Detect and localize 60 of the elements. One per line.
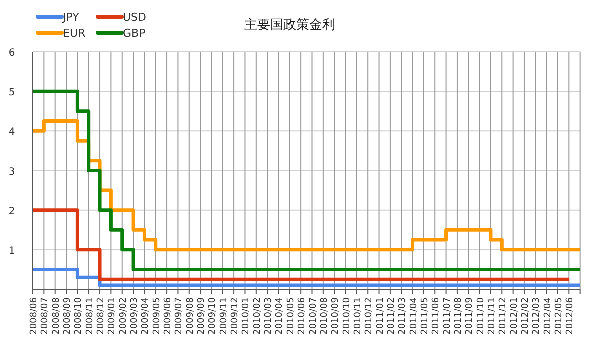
x-tick-label: 2011/07 — [442, 298, 453, 335]
legend-label: EUR — [63, 27, 86, 40]
x-tick-label: 2010/02 — [252, 298, 263, 335]
x-tick-label: 2008/12 — [96, 298, 107, 335]
x-tick-label: 2009/11 — [219, 298, 230, 335]
x-tick-label: 2008/11 — [85, 298, 96, 335]
x-tick-label: 2010/05 — [286, 298, 296, 335]
x-tick-label: 2011/10 — [476, 297, 486, 335]
legend-label: JPY — [62, 11, 80, 24]
x-tick-label: 2012/06 — [566, 297, 576, 335]
x-tick-label: 2011/04 — [409, 297, 420, 335]
x-tick-label: 2010/06 — [298, 297, 308, 335]
x-tick-label: 2009/12 — [230, 298, 241, 335]
x-tick-label: 2010/10 — [342, 297, 352, 335]
x-tick-label: 2011/01 — [376, 298, 386, 335]
x-tick-label: 2009/08 — [186, 297, 196, 335]
x-tick-label: 2009/03 — [130, 298, 140, 335]
x-tick-label: 2010/08 — [320, 297, 330, 335]
x-tick-label: 2010/04 — [275, 297, 286, 335]
x-tick-label: 2009/06 — [164, 297, 174, 335]
y-tick-label: 6 — [8, 48, 16, 59]
x-tick-label: 2011/05 — [420, 298, 430, 335]
x-tick-label: 2010/07 — [308, 298, 319, 335]
x-tick-label: 2008/08 — [52, 297, 62, 335]
x-tick-label: 2009/10 — [208, 297, 218, 335]
x-tick-label: 2010/03 — [264, 298, 274, 335]
legend-label: USD — [123, 11, 147, 24]
x-tick-label: 2011/08 — [454, 297, 464, 335]
y-tick-label: 4 — [8, 127, 16, 138]
x-tick-label: 2010/12 — [364, 298, 375, 335]
x-tick-label: 2012/05 — [554, 298, 564, 335]
legend-label: GBP — [123, 27, 146, 40]
x-tick-label: 2012/01 — [510, 298, 520, 335]
x-tick-label: 2011/09 — [465, 297, 476, 335]
x-tick-label: 2008/06 — [30, 297, 40, 335]
x-tick-label: 2012/03 — [532, 298, 542, 335]
x-tick-label: 2010/01 — [242, 298, 252, 335]
x-tick-label: 2009/09 — [197, 297, 208, 335]
x-tick-label: 2011/06 — [432, 297, 442, 335]
y-tick-label: 5 — [8, 88, 16, 99]
x-tick-label: 2012/02 — [520, 298, 531, 335]
x-tick-label: 2010/11 — [353, 298, 364, 335]
chart-title: 主要国政策金利 — [244, 17, 336, 33]
x-tick-label: 2009/01 — [108, 298, 118, 335]
x-tick-label: 2011/02 — [386, 298, 397, 335]
x-tick-label: 2010/09 — [331, 297, 342, 335]
x-tick-label: 2011/03 — [398, 298, 408, 335]
x-tick-label: 2009/05 — [152, 298, 162, 335]
y-tick-label: 2 — [8, 206, 16, 218]
x-tick-label: 2009/04 — [141, 297, 152, 335]
x-tick-label: 2011/11 — [487, 298, 498, 335]
x-tick-label: 2012/04 — [543, 297, 554, 335]
x-tick-label: 2008/09 — [63, 297, 74, 335]
x-tick-label: 2008/10 — [74, 297, 84, 335]
x-tick-label: 2011/12 — [498, 298, 509, 335]
x-tick-label: 2009/02 — [118, 298, 129, 335]
x-tick-label: 2009/07 — [174, 298, 185, 335]
x-tick-label: 2008/07 — [40, 298, 51, 335]
y-tick-label: 1 — [8, 246, 16, 257]
y-tick-label: 3 — [8, 166, 16, 178]
